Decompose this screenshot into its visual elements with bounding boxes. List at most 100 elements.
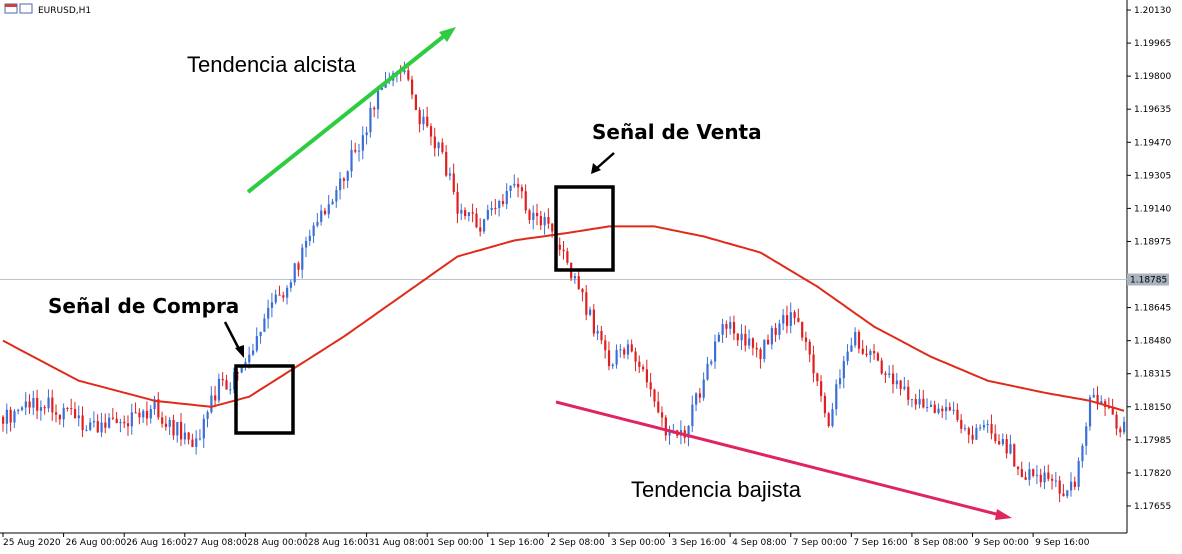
price-tick-label: 1.19305 bbox=[1134, 171, 1171, 181]
candle-body bbox=[62, 407, 65, 420]
candle-body bbox=[198, 438, 202, 440]
candle-body bbox=[592, 309, 595, 334]
candle-body bbox=[119, 421, 122, 424]
candle-body bbox=[520, 187, 524, 192]
candle-body bbox=[161, 417, 164, 424]
candle-body bbox=[763, 339, 766, 360]
candle-body bbox=[1032, 469, 1035, 476]
downtrend-arrow-line bbox=[555, 400, 1001, 517]
candle-body bbox=[653, 389, 656, 402]
candle-body bbox=[111, 417, 115, 419]
candle-body bbox=[145, 410, 149, 419]
candle-body bbox=[990, 424, 993, 434]
downtrend-arrow bbox=[555, 400, 1012, 520]
candle-body bbox=[380, 87, 383, 90]
candle-body bbox=[835, 384, 838, 410]
candle-body bbox=[233, 372, 236, 390]
time-tick-label: 28 Aug 00:00 bbox=[247, 538, 308, 548]
candle-body bbox=[202, 418, 205, 439]
candle-body bbox=[998, 441, 1001, 445]
candle-body bbox=[1005, 439, 1008, 454]
candle-body bbox=[941, 408, 944, 412]
candle-body bbox=[1088, 397, 1092, 427]
candle-body bbox=[1058, 480, 1061, 494]
candle-body bbox=[1111, 408, 1114, 415]
candle-body bbox=[869, 350, 872, 356]
candle-body bbox=[240, 366, 243, 373]
candle-body bbox=[51, 397, 54, 413]
candle-body bbox=[490, 207, 493, 210]
candle-body bbox=[793, 312, 796, 318]
candle-body bbox=[558, 244, 561, 250]
candle-body bbox=[767, 339, 770, 345]
candle-body bbox=[945, 407, 948, 412]
candle-body bbox=[191, 439, 194, 447]
candle-body bbox=[729, 322, 732, 329]
candle-body bbox=[914, 399, 917, 405]
candle-body bbox=[668, 431, 671, 436]
uptrend-arrow-line bbox=[246, 34, 446, 194]
candle-body bbox=[81, 415, 84, 431]
time-tick-label: 1 Sep 16:00 bbox=[490, 538, 545, 548]
candle-body bbox=[642, 366, 645, 370]
candle-body bbox=[20, 407, 24, 410]
candle-body bbox=[535, 212, 539, 217]
candle-body bbox=[770, 328, 773, 345]
candle-body bbox=[1016, 466, 1020, 470]
price-tick-label: 1.18645 bbox=[1134, 304, 1171, 314]
time-tick-label: 4 Sep 08:00 bbox=[732, 538, 787, 548]
candle-body bbox=[782, 315, 785, 324]
candle-body bbox=[361, 135, 364, 151]
candle-body bbox=[149, 408, 152, 419]
downtrend-arrow-head bbox=[995, 509, 1012, 520]
candle-body bbox=[376, 89, 380, 110]
candle-body bbox=[263, 318, 266, 332]
candle-body bbox=[600, 330, 603, 341]
candle-body bbox=[66, 407, 69, 409]
candle-body bbox=[179, 422, 183, 440]
candle-body bbox=[929, 404, 933, 407]
candle-body bbox=[357, 150, 361, 152]
candle-body bbox=[85, 429, 88, 431]
price-axis-ticks: 1.20130 1.19965 1.19800 1.19635 1.19470 1.193… bbox=[1127, 6, 1171, 512]
candle-body bbox=[657, 401, 660, 413]
candle-body bbox=[289, 282, 293, 288]
candle-body bbox=[649, 382, 652, 390]
candle-body bbox=[873, 350, 876, 354]
candle-body bbox=[888, 373, 891, 376]
candle-body bbox=[259, 331, 262, 337]
candle-body bbox=[971, 434, 974, 440]
candle-body bbox=[691, 404, 694, 427]
price-tick-label: 1.19140 bbox=[1134, 204, 1171, 214]
candle-body bbox=[857, 331, 861, 349]
candle-body bbox=[884, 373, 887, 376]
candle-body bbox=[562, 249, 565, 252]
candle-body bbox=[861, 348, 864, 354]
candle-body bbox=[952, 409, 955, 411]
candle-body bbox=[891, 373, 895, 385]
candle-body bbox=[831, 409, 834, 426]
candle-body bbox=[710, 361, 713, 364]
candle-body bbox=[418, 109, 421, 125]
candle-body bbox=[532, 212, 535, 220]
price-tick-label: 1.19635 bbox=[1134, 105, 1171, 115]
candle-body bbox=[467, 212, 471, 216]
candle-body bbox=[278, 294, 281, 296]
annotation-buy-signal: Señal de Compra bbox=[48, 294, 239, 318]
current-price-line: 1.18785 bbox=[0, 273, 1169, 286]
candle-body bbox=[342, 178, 346, 181]
candle-body bbox=[607, 350, 611, 367]
candle-body bbox=[585, 292, 588, 315]
candle-body bbox=[513, 183, 516, 186]
candle-body bbox=[316, 221, 319, 226]
candle-body bbox=[1039, 474, 1042, 483]
candle-body bbox=[816, 373, 819, 382]
candle-body bbox=[926, 406, 929, 408]
time-tick-label: 31 Aug 08:00 bbox=[369, 538, 430, 548]
candle-body bbox=[907, 386, 910, 400]
candle-body bbox=[736, 333, 739, 341]
time-tick-label: 8 Sep 08:00 bbox=[914, 538, 969, 548]
price-tick-label: 1.19800 bbox=[1134, 72, 1171, 82]
candle-body bbox=[183, 432, 186, 440]
